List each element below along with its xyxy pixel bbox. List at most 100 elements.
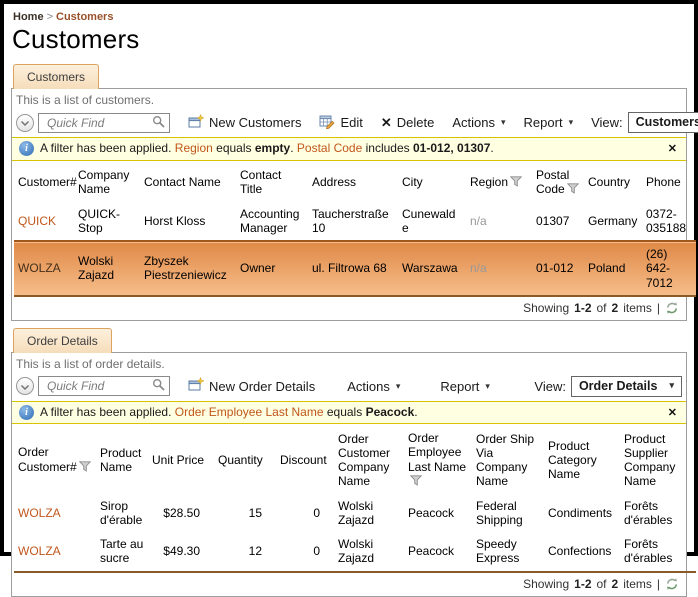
quick-find-input[interactable] (45, 114, 152, 131)
table-row[interactable]: WOLZA Tarte au sucre $49.30 12 0 Wolski Zajaz… (14, 532, 696, 571)
filter-text-segment: 01-012, 01307 (413, 141, 491, 155)
column-label: Phone (646, 175, 681, 190)
column-header-discount[interactable]: Discount (276, 426, 334, 494)
order-details-toolbar: New Order Details Actions ▾ Report ▾ Vie… (12, 373, 686, 401)
refresh-icon[interactable] (665, 301, 679, 315)
column-label: Unit Price (152, 453, 205, 468)
view-dropdown[interactable]: Order Details ▾ (570, 375, 682, 397)
edit-button[interactable]: Edit (319, 114, 363, 132)
column-header-company-name[interactable]: Company Name (74, 163, 140, 202)
tab-order-details[interactable]: Order Details (13, 327, 112, 353)
filter-text-segment: includes (365, 141, 410, 155)
cell-address: ul. Filtrowa 68 (312, 261, 387, 276)
column-header-contact-name[interactable]: Contact Name (140, 163, 236, 202)
column-header-region[interactable]: Region (466, 163, 532, 202)
showing-label: Showing (523, 300, 570, 315)
column-header-order-ship-via-company-name[interactable]: Order Ship Via Company Name (472, 426, 544, 494)
order-details-filter-notice: i A filter has been applied. Order Emplo… (12, 400, 686, 425)
column-header-customer[interactable]: Customer# (14, 163, 77, 202)
cell-product-name: Tarte au sucre (100, 537, 144, 566)
customers-grid-footer: Showing 1-2 of 2 items | (12, 297, 686, 320)
edit-pencil-icon (319, 114, 335, 132)
actions-label: Actions (347, 378, 390, 394)
table-row[interactable]: WOLZA Sirop d'érable $28.50 15 0 Wolski Zajaz… (14, 494, 696, 532)
cell-order-customer: WOLZA (14, 532, 96, 571)
new-order-details-button[interactable]: New Order Details (188, 376, 315, 395)
column-header-product-supplier-company-name[interactable]: Product Supplier Company Name (620, 426, 696, 494)
column-header-order-employee-last-name[interactable]: Order Employee Last Name (404, 426, 472, 494)
breadcrumb-current-link[interactable]: Customers (56, 11, 114, 23)
customers-section: Customers This is a list of customers. N… (11, 64, 698, 321)
cell-order-customer-company-name: Wolski Zajazd (338, 498, 375, 528)
data-grid-table: Customer# Company Name Contact Name Contact… (14, 163, 696, 297)
cell-discount: 0 (313, 544, 320, 559)
row-key-link[interactable]: QUICK (18, 213, 57, 228)
cell-postal-code: 01307 (536, 213, 570, 228)
column-label: Region (470, 174, 509, 189)
breadcrumb: Home > Customers (11, 9, 687, 23)
column-header-product-name[interactable]: Product Name (96, 426, 148, 494)
item-total: 2 (611, 576, 619, 591)
filter-close-button[interactable]: ✕ (667, 143, 677, 156)
actions-menu-button[interactable]: Actions ▾ (452, 115, 505, 130)
filter-close-button[interactable]: ✕ (667, 406, 677, 419)
actions-menu-button[interactable]: Actions ▾ (347, 379, 400, 394)
cell-order-customer-company-name: Wolski Zajazd (338, 537, 375, 566)
customers-filter-notice: i A filter has been applied. Region equa… (12, 137, 686, 161)
column-label: Product Category Name (548, 438, 597, 482)
filter-funnel-icon[interactable] (566, 183, 579, 197)
column-header-unit-price[interactable]: Unit Price (148, 426, 214, 494)
refresh-icon[interactable] (665, 577, 679, 591)
filter-text-segment: equals (326, 404, 363, 419)
delete-button[interactable]: ✕ Delete (381, 115, 434, 130)
new-customers-button[interactable]: New Customers (188, 113, 301, 132)
delete-x-icon: ✕ (380, 115, 392, 130)
column-header-quantity[interactable]: Quantity (214, 426, 276, 494)
column-label: Country (588, 175, 631, 190)
row-key-link[interactable]: WOLZA (18, 505, 61, 520)
view-area: View: Customers ▾ (591, 112, 698, 133)
column-header-address[interactable]: Address (308, 163, 398, 202)
filter-text-segment: Region (174, 141, 213, 155)
of-label: of (596, 300, 607, 315)
customers-toolbar: New Customers Edit ✕ Delete Actions ▾ Re… (12, 109, 698, 137)
actions-label: Actions (452, 115, 495, 130)
column-label: Contact Title (240, 168, 282, 197)
order-details-description: This is a list of order details. (16, 356, 165, 371)
column-header-country[interactable]: Country (584, 163, 642, 202)
search-icon[interactable] (152, 378, 165, 394)
toolbar-expand-button[interactable] (16, 113, 34, 132)
footer-separator: | (656, 576, 660, 591)
report-menu-button[interactable]: Report ▾ (524, 115, 574, 130)
filter-funnel-icon[interactable] (509, 176, 523, 190)
column-header-postal-code[interactable]: Postal Code (532, 163, 584, 202)
column-header-city[interactable]: City (398, 163, 466, 202)
column-label: Customer# (18, 175, 77, 190)
row-key-link[interactable]: WOLZA (18, 544, 61, 559)
table-row[interactable]: QUICK QUICK-Stop Horst Kloss Accounting Man… (14, 202, 696, 241)
column-header-product-category-name[interactable]: Product Category Name (544, 426, 620, 494)
table-row[interactable]: WOLZA Wolski Zajazd Zbyszek Piestrzeniewic… (14, 241, 696, 296)
filter-text-segment: A filter has been applied. (40, 404, 172, 419)
column-header-phone[interactable]: Phone (642, 163, 696, 202)
search-icon[interactable] (152, 115, 165, 131)
column-header-contact-title[interactable]: Contact Title (236, 163, 308, 202)
view-label: View: (591, 115, 623, 130)
filter-text-segment: empty (254, 141, 291, 155)
cell-order-customer: WOLZA (14, 494, 96, 532)
order-details-grid: Order Customer# Product Name Unit Price Qua… (12, 424, 696, 573)
column-header-order-customer-company-name[interactable]: Order Customer Company Name (334, 426, 404, 494)
breadcrumb-home-link[interactable]: Home (13, 11, 44, 23)
cell-phone: 0372-035188 (646, 206, 687, 236)
view-dropdown[interactable]: Customers ▾ (627, 112, 698, 133)
row-key-link[interactable]: WOLZA (18, 261, 61, 276)
cell-region: n/a (470, 261, 487, 276)
column-header-order-customer[interactable]: Order Customer# (14, 426, 96, 494)
report-menu-button[interactable]: Report ▾ (440, 379, 490, 394)
toolbar-expand-button[interactable] (16, 377, 34, 396)
tab-customers[interactable]: Customers (13, 64, 100, 89)
filter-funnel-icon[interactable] (409, 475, 423, 489)
quick-find-input[interactable] (45, 378, 152, 395)
cell-unit-price: $49.30 (163, 544, 200, 559)
filter-funnel-icon[interactable] (78, 460, 91, 475)
